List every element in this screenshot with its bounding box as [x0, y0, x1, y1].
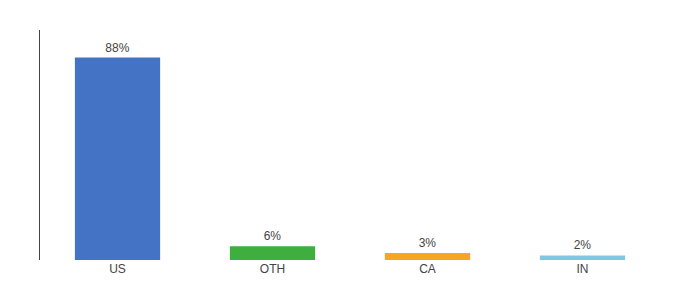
svg-text:3%: 3%: [419, 236, 437, 250]
svg-text:CA: CA: [419, 262, 436, 276]
svg-text:2%: 2%: [574, 238, 592, 252]
svg-text:US: US: [109, 262, 126, 276]
svg-text:OTH: OTH: [260, 262, 285, 276]
svg-text:IN: IN: [577, 262, 589, 276]
svg-text:88%: 88%: [105, 41, 129, 55]
svg-text:6%: 6%: [264, 229, 282, 243]
